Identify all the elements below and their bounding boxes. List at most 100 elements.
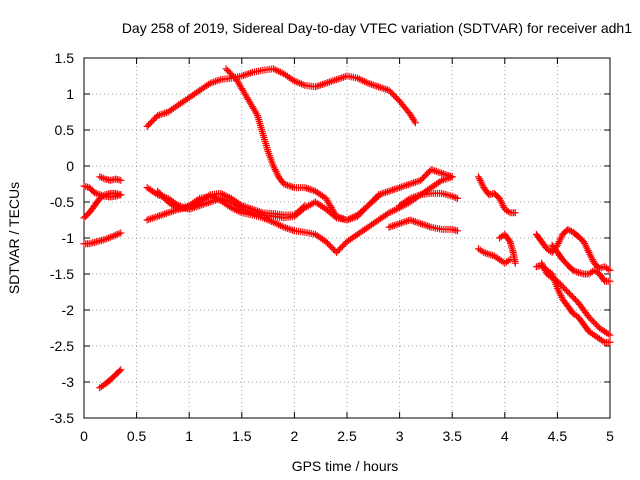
series-arc-19 [538, 259, 614, 339]
series-arc-8 [143, 166, 456, 224]
data-point-fill [373, 82, 381, 90]
y-tick-label: -1 [62, 230, 75, 246]
data-markers [80, 65, 614, 392]
series-arc-13 [475, 173, 519, 217]
data-point-fill [570, 294, 578, 302]
data-point-fill [391, 93, 399, 101]
data-point-fill [505, 236, 513, 244]
x-tick-label: 3 [396, 428, 404, 444]
data-point-fill [161, 195, 169, 203]
data-point [585, 313, 593, 321]
data-point-fill [565, 290, 573, 298]
data-point-fill [337, 244, 345, 252]
data-point-fill [157, 190, 165, 198]
x-tick-label: 5 [606, 428, 614, 444]
data-point [511, 209, 519, 217]
data-point [511, 259, 519, 267]
data-point [385, 86, 393, 94]
data-point-fill [388, 89, 396, 97]
series-arc-16 [532, 225, 614, 274]
data-point-fill [393, 94, 401, 102]
series-arc-3 [96, 173, 125, 184]
series-arc-17 [532, 261, 614, 346]
data-point-fill [390, 91, 398, 99]
series-arc-12 [396, 189, 461, 210]
y-tick-label: -1.5 [50, 266, 74, 282]
data-point-fill [158, 192, 166, 200]
series-arc-7 [222, 65, 383, 224]
data-point [453, 227, 461, 235]
data-point-fill [369, 197, 377, 205]
data-point [154, 187, 162, 195]
data-point [606, 331, 614, 339]
data-point [143, 122, 151, 130]
x-tick-label: 3.5 [442, 428, 462, 444]
data-point-fill [230, 73, 238, 81]
data-point-fill [299, 203, 307, 211]
data-point-fill [149, 116, 157, 124]
chart-title: Day 258 of 2019, Sidereal Day-to-day VTE… [122, 20, 632, 36]
data-point-fill [99, 174, 107, 182]
data-point-fill [592, 321, 600, 329]
data-point-fill [335, 245, 343, 253]
data-point-fill [568, 293, 576, 301]
x-tick-label: 2.5 [337, 428, 357, 444]
data-point [448, 173, 456, 181]
series-arc-5 [96, 366, 125, 392]
data-point [364, 202, 372, 210]
data-point [322, 238, 330, 246]
y-tick-label: 1 [66, 86, 74, 102]
data-point-fill [558, 282, 566, 290]
data-point-fill [338, 74, 346, 82]
data-point-fill [145, 121, 153, 129]
y-tick-label: -0.5 [50, 194, 74, 210]
data-point-fill [567, 291, 575, 299]
data-point [222, 65, 230, 73]
x-tick-label: 1 [185, 428, 193, 444]
data-point-fill [325, 241, 333, 249]
data-point-fill [424, 169, 432, 177]
data-point [606, 266, 614, 274]
data-point-fill [334, 247, 342, 255]
data-point [553, 277, 561, 285]
data-point [606, 277, 614, 285]
data-point-fill [555, 279, 563, 287]
y-tick-label: -2.5 [50, 338, 74, 354]
y-tick-label: 0 [66, 158, 74, 174]
series-arc-18 [548, 241, 614, 285]
data-point-fill [421, 172, 429, 180]
data-point-fill [146, 119, 154, 127]
data-point-fill [387, 88, 395, 96]
data-point [117, 229, 125, 237]
x-tick-label: 0.5 [127, 428, 147, 444]
data-point-fill [241, 71, 249, 79]
data-point [417, 176, 425, 184]
grid-lines [84, 58, 610, 418]
x-axis-label: GPS time / hours [292, 458, 399, 474]
x-tick-label: 1.5 [232, 428, 252, 444]
data-point-fill [591, 319, 599, 327]
y-tick-label: 0.5 [55, 122, 75, 138]
y-tick-label: -3 [62, 374, 75, 390]
data-point [332, 248, 340, 256]
data-point [117, 366, 125, 374]
data-point [606, 338, 614, 346]
y-tick-label: -2 [62, 302, 75, 318]
series-arc-15 [496, 230, 519, 267]
data-point-fill [561, 285, 569, 293]
series-arc-2 [80, 189, 125, 222]
y-axis-label: SDTVAR / TECUs [6, 182, 22, 294]
data-point-fill [340, 241, 348, 249]
data-point-fill [227, 69, 235, 77]
data-point-fill [329, 245, 337, 253]
x-tick-label: 0 [80, 428, 88, 444]
data-point-fill [589, 318, 597, 326]
data-point-fill [423, 170, 431, 178]
series-arc-10 [154, 187, 309, 219]
data-point-fill [562, 286, 570, 294]
data-point [453, 194, 461, 202]
data-point-fill [225, 68, 233, 76]
data-point-fill [329, 77, 337, 85]
data-point-fill [320, 80, 328, 88]
